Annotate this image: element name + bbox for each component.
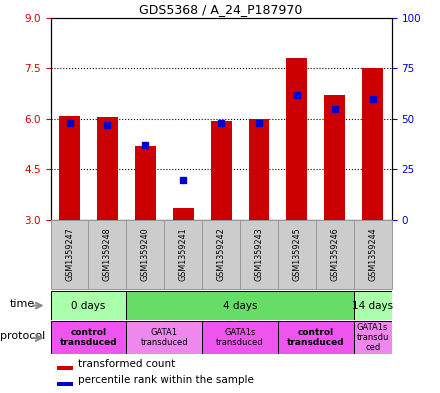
Text: GSM1359248: GSM1359248: [103, 228, 112, 281]
Text: time: time: [10, 299, 35, 309]
Bar: [51, 291, 126, 320]
Bar: [97, 117, 118, 220]
Text: GSM1359243: GSM1359243: [254, 228, 264, 281]
Text: 0 days: 0 days: [71, 301, 106, 310]
Bar: [88, 220, 126, 289]
Text: protocol: protocol: [0, 331, 45, 342]
Bar: [202, 220, 240, 289]
Bar: [57, 382, 73, 386]
Bar: [126, 321, 202, 354]
Text: 14 days: 14 days: [352, 301, 393, 310]
Bar: [135, 146, 156, 220]
Bar: [278, 321, 354, 354]
Bar: [202, 321, 278, 354]
Text: GSM1359241: GSM1359241: [179, 228, 188, 281]
Bar: [57, 366, 73, 370]
Bar: [278, 220, 316, 289]
Text: control
transduced: control transduced: [60, 328, 117, 347]
Bar: [164, 220, 202, 289]
Bar: [324, 95, 345, 220]
Bar: [173, 208, 194, 220]
Text: GSM1359240: GSM1359240: [141, 228, 150, 281]
Text: GSM1359242: GSM1359242: [216, 228, 226, 281]
Text: 4 days: 4 days: [223, 301, 257, 310]
Bar: [126, 220, 164, 289]
Bar: [286, 58, 307, 220]
Bar: [354, 220, 392, 289]
Text: GATA1
transduced: GATA1 transduced: [140, 328, 188, 347]
Text: transformed count: transformed count: [78, 359, 175, 369]
Text: GATA1s
transduced: GATA1s transduced: [216, 328, 264, 347]
Bar: [59, 116, 80, 220]
Text: GSM1359246: GSM1359246: [330, 228, 339, 281]
Bar: [126, 291, 354, 320]
Text: control
transduced: control transduced: [287, 328, 345, 347]
Text: percentile rank within the sample: percentile rank within the sample: [78, 375, 254, 386]
Title: GDS5368 / A_24_P187970: GDS5368 / A_24_P187970: [139, 4, 303, 17]
Bar: [51, 321, 126, 354]
Bar: [362, 68, 383, 220]
Bar: [211, 121, 231, 220]
Bar: [249, 119, 269, 220]
Text: GATA1s
transdu
ced: GATA1s transdu ced: [356, 323, 389, 353]
Text: GSM1359244: GSM1359244: [368, 228, 377, 281]
Bar: [354, 291, 392, 320]
Bar: [51, 220, 88, 289]
Text: GSM1359245: GSM1359245: [292, 228, 301, 281]
Bar: [354, 321, 392, 354]
Text: GSM1359247: GSM1359247: [65, 228, 74, 281]
Bar: [240, 220, 278, 289]
Bar: [316, 220, 354, 289]
